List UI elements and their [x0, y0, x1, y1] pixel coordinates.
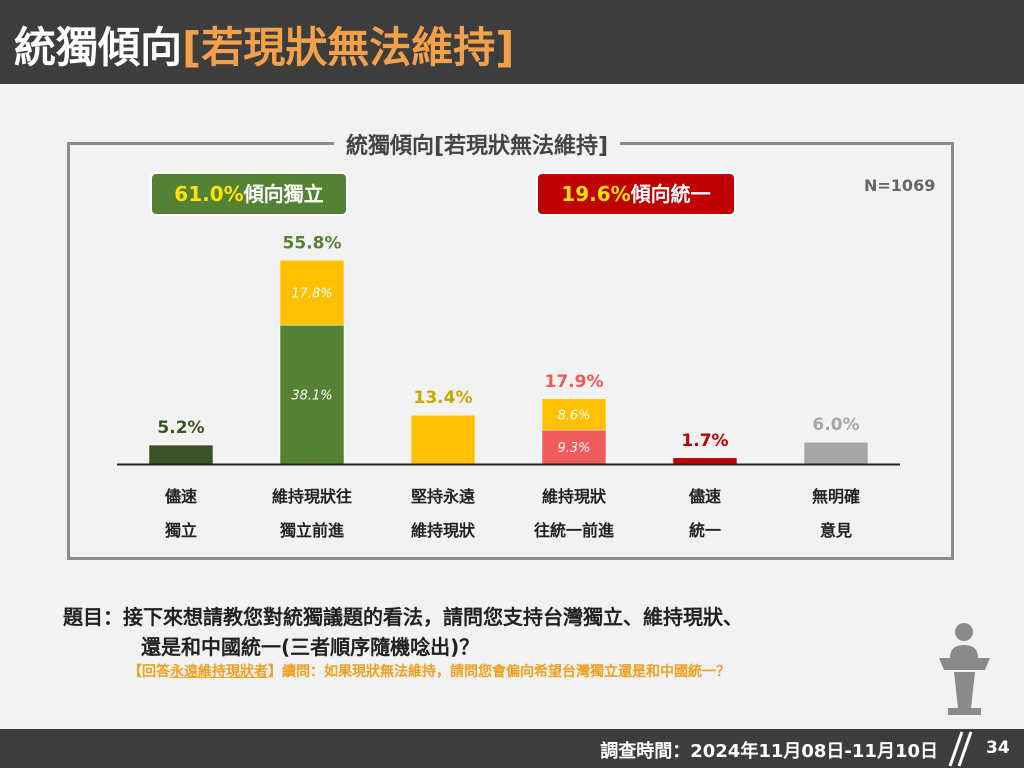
- bar-segment: [148, 444, 214, 465]
- category-label: 儘速: [688, 487, 721, 506]
- slash-divider-icon: [948, 731, 973, 767]
- bar-segment: [803, 441, 869, 465]
- followup-prefix: 【回答: [128, 664, 170, 680]
- category-label: 維持現狀往: [272, 487, 352, 506]
- title-bracket: [若現狀無法維持]: [182, 23, 515, 72]
- bar-segment: [541, 398, 607, 431]
- speaker-podium-icon: [939, 623, 990, 715]
- category-label: 獨立前進: [279, 521, 344, 540]
- category-label: 儘速: [164, 487, 197, 506]
- category-label: 維持現狀: [411, 521, 476, 540]
- followup-question: 【回答永遠維持現狀者】續問：如果現狀無法維持，請問您會偏向希望台灣獨立還是和中國…: [128, 661, 730, 681]
- header-bar: 統獨傾向[若現狀無法維持]: [0, 0, 1024, 84]
- followup-suffix: 】續問：如果現狀無法維持，請問您會偏向希望台灣獨立還是和中國統一？: [268, 664, 730, 680]
- category-label: 往統一前進: [534, 521, 614, 540]
- title-main: 統獨傾向: [14, 23, 183, 72]
- page-title: 統獨傾向[若現狀無法維持]: [14, 14, 514, 75]
- category-label: 意見: [820, 521, 852, 540]
- sample-size-label: N=1069: [864, 176, 936, 195]
- bar-total-label: 5.2%: [157, 418, 204, 438]
- unification-badge: 19.6%傾向統一: [538, 174, 734, 214]
- category-label: 統一: [689, 521, 721, 540]
- independence-badge-value: 61.0%: [174, 182, 244, 206]
- bar-total-label: 1.7%: [681, 431, 728, 451]
- bar-total-label: 13.4%: [414, 388, 473, 408]
- bar-total-label: 55.8%: [283, 234, 342, 254]
- segment-label: 38.1%: [291, 389, 332, 404]
- survey-date: 調查時間：2024年11月08日-11月10日: [600, 741, 938, 762]
- unification-badge-value: 19.6%: [561, 182, 631, 206]
- followup-underlined: 永遠維持現狀者: [170, 664, 268, 680]
- segment-label: 17.8%: [291, 287, 332, 302]
- bar-segment: [672, 457, 738, 465]
- category-label: 獨立: [164, 521, 197, 540]
- bar-segment: [410, 414, 476, 465]
- category-label: 堅持永遠: [411, 487, 475, 506]
- independence-badge: 61.0%傾向獨立: [152, 174, 346, 214]
- bar-total-label: 17.9%: [545, 372, 604, 392]
- page-number: 34: [986, 738, 1010, 758]
- category-label: 無明確: [812, 487, 860, 506]
- segment-label: 8.6%: [557, 408, 590, 423]
- bar-segment: [279, 260, 345, 326]
- segment-label: 9.3%: [557, 441, 590, 456]
- bar-segment: [279, 324, 345, 465]
- category-label: 維持現狀: [542, 487, 607, 506]
- independence-badge-text: 傾向獨立: [243, 182, 324, 206]
- bar-total-label: 6.0%: [812, 415, 859, 435]
- question-line-1: 題目：接下來想請教您對統獨議題的看法，請問您支持台灣獨立、維持現狀、: [63, 605, 743, 629]
- unification-badge-text: 傾向統一: [630, 182, 711, 206]
- chart-title: 統獨傾向[若現狀無法維持]: [334, 128, 621, 160]
- question-line-2: 還是和中國統一(三者順序隨機唸出)？: [141, 635, 480, 659]
- question-text: 題目：接下來想請教您對統獨議題的看法，請問您支持台灣獨立、維持現狀、 還是和中國…: [63, 602, 743, 662]
- footer-bar: 調查時間：2024年11月08日-11月10日 34: [0, 729, 1024, 768]
